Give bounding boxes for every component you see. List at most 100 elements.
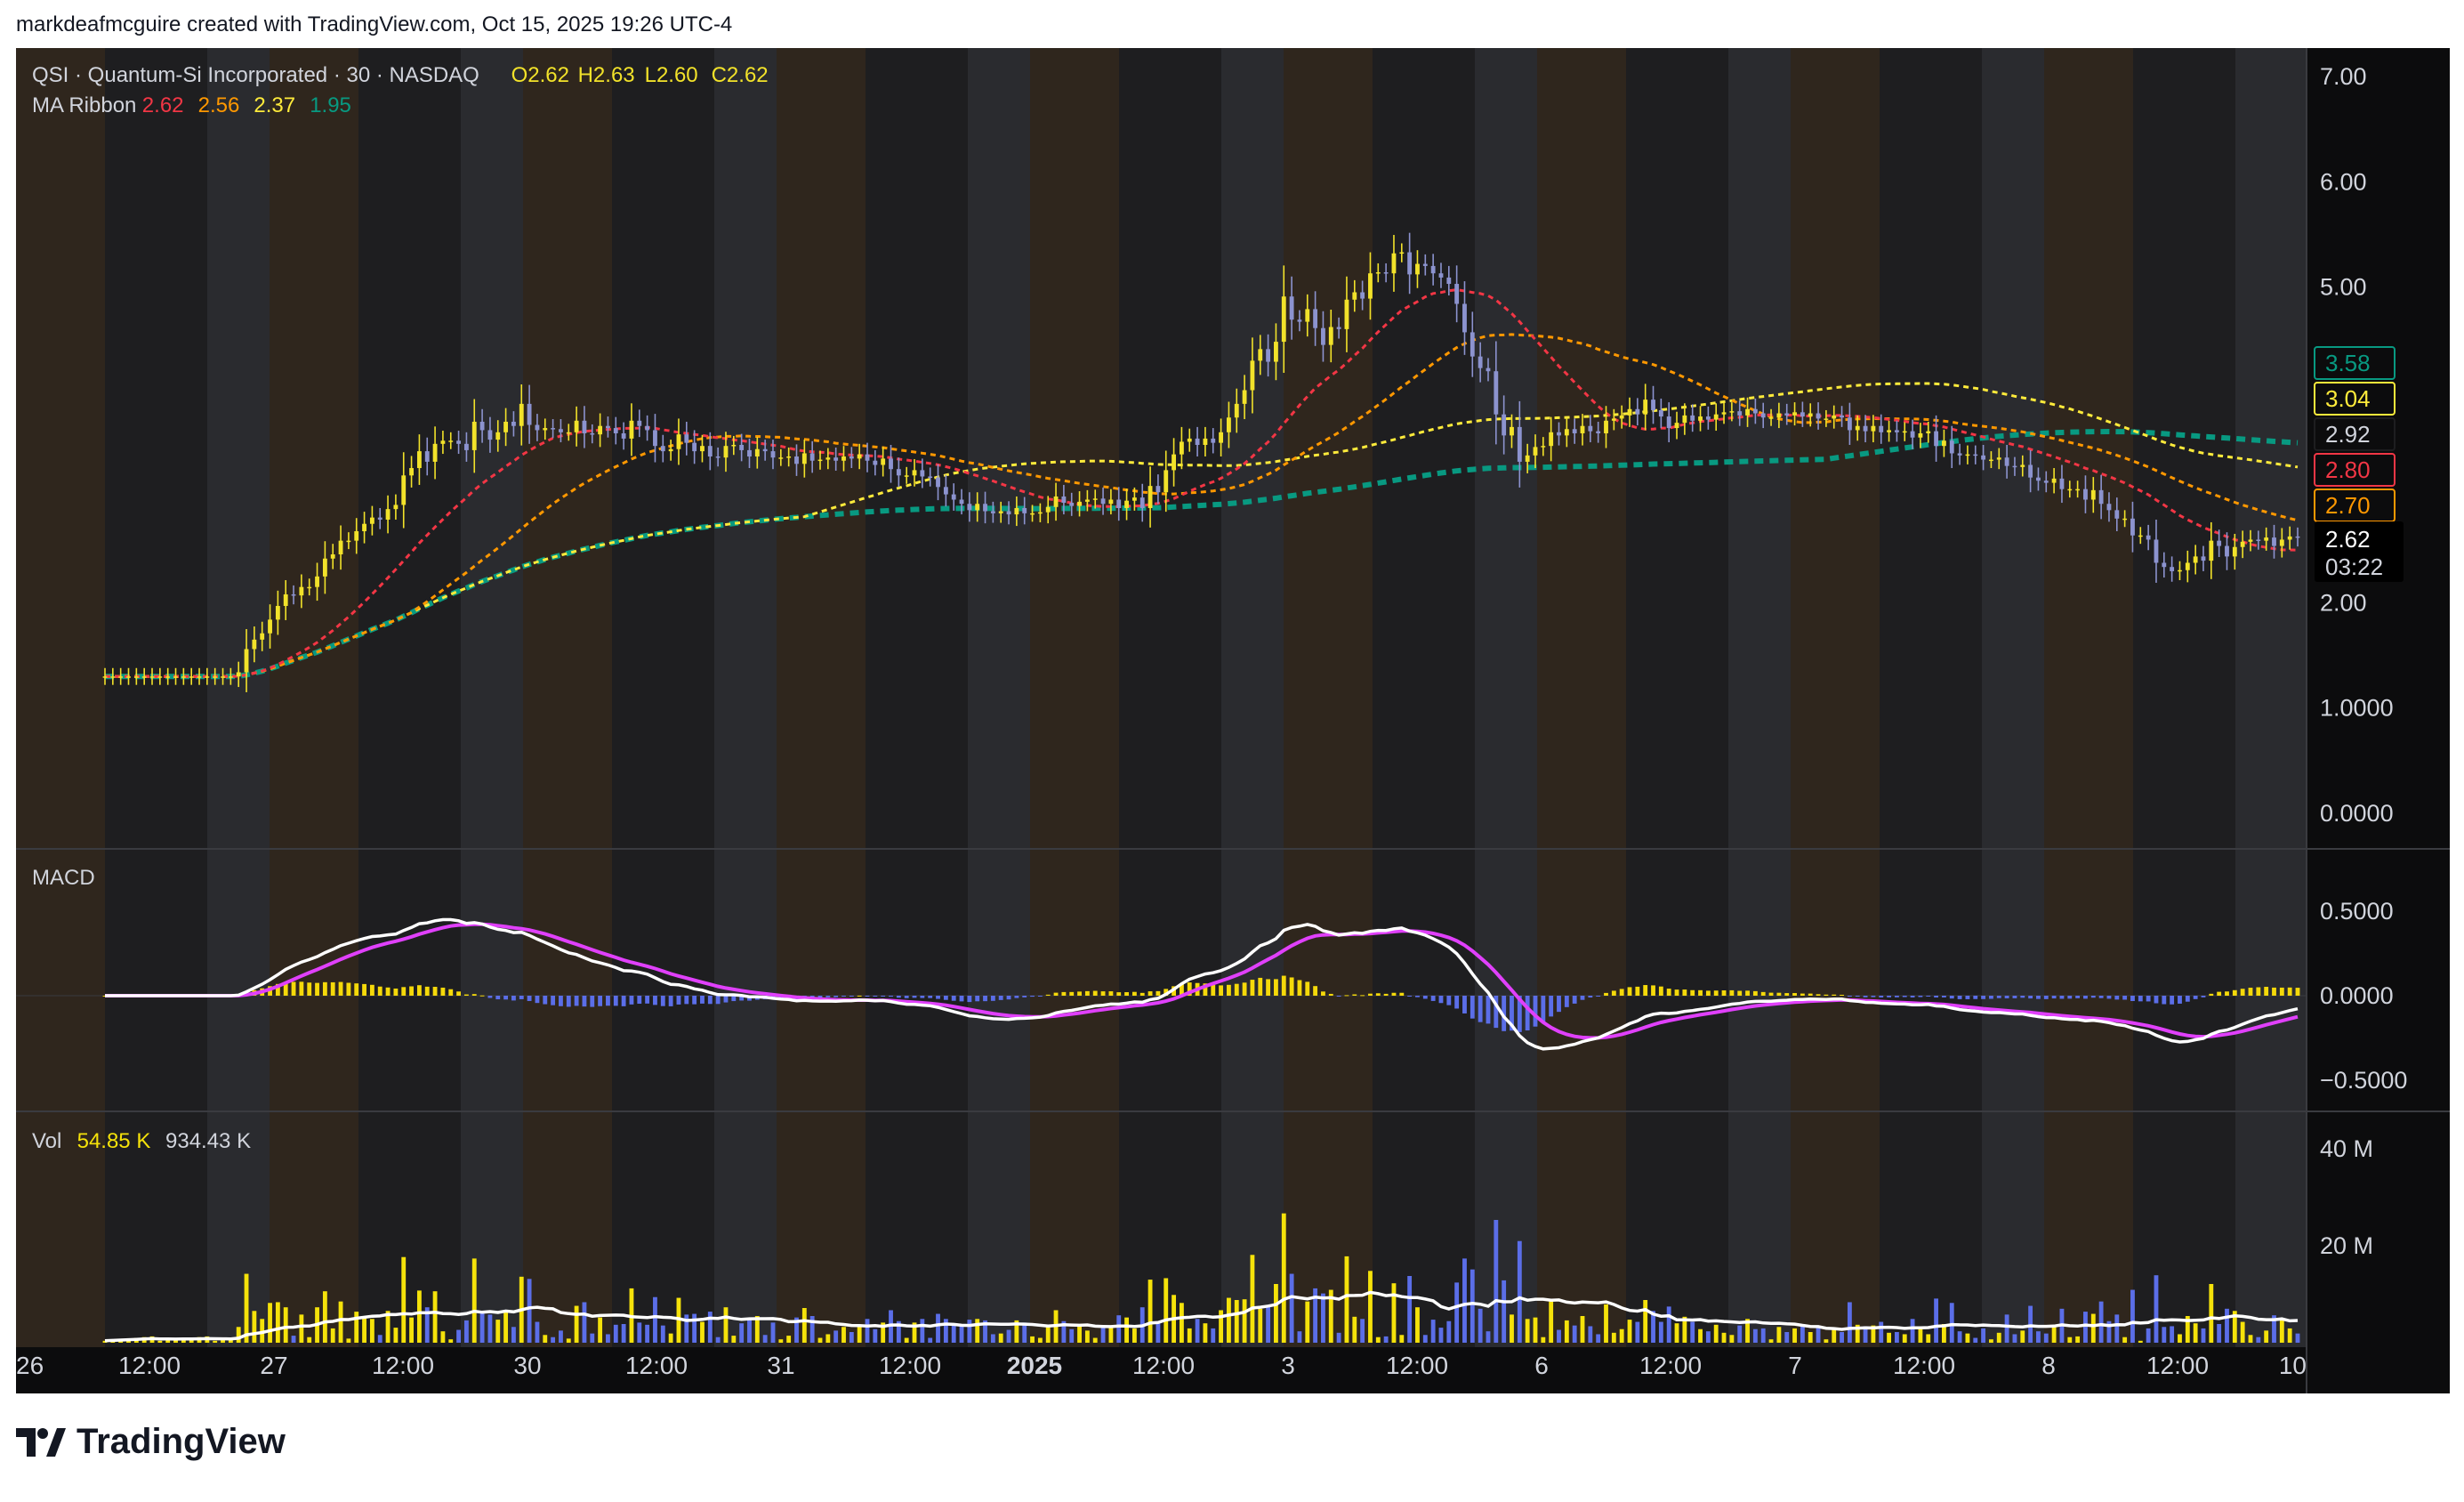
volume-bar: [1266, 1304, 1271, 1343]
macd-histogram-bar: [1368, 993, 1373, 996]
volume-bar: [1328, 1289, 1333, 1343]
candle-body: [1415, 263, 1420, 275]
candle-body: [1784, 413, 1790, 416]
macd-histogram-bar: [2178, 996, 2182, 1004]
candle-body: [1651, 400, 1655, 410]
macd-histogram-bar: [2098, 996, 2104, 998]
macd-histogram-bar: [2248, 988, 2253, 996]
price-axis-badge: [2314, 417, 2396, 451]
candle-body: [2036, 477, 2041, 481]
macd-histogram-bar: [1462, 996, 1467, 1013]
candle-body: [983, 504, 987, 512]
chart-frame[interactable]: 7.006.005.004.003.002.001.00000.00000.50…: [16, 48, 2450, 1393]
volume-bar: [527, 1279, 532, 1343]
volume-bar: [221, 1340, 225, 1343]
candle-body: [157, 676, 163, 678]
price-axis-badge: [2314, 346, 2396, 380]
volume-bar: [1108, 1328, 1114, 1343]
volume-bar: [535, 1321, 540, 1343]
macd-histogram-bar: [1635, 986, 1640, 996]
chart-canvas[interactable]: 7.006.005.004.003.002.001.00000.00000.50…: [16, 48, 2450, 1393]
candle-body: [574, 420, 579, 432]
volume-bar: [2043, 1333, 2049, 1343]
volume-bar: [731, 1336, 737, 1343]
macd-histogram-bar: [2114, 996, 2120, 1000]
candle-body: [205, 676, 210, 678]
macd-histogram-bar: [1619, 989, 1624, 996]
candle-body: [786, 456, 792, 458]
candle-body: [1360, 292, 1365, 299]
session-band: [1475, 48, 1537, 1347]
volume-bar: [275, 1302, 280, 1343]
candle-body: [1124, 500, 1129, 508]
volume-bar: [574, 1305, 579, 1343]
macd-histogram-bar: [613, 996, 618, 1006]
volume-bar: [409, 1317, 414, 1343]
volume-bar: [2209, 1284, 2214, 1343]
volume-bar: [1690, 1321, 1695, 1343]
volume-bar: [463, 1320, 469, 1343]
candle-body: [110, 676, 116, 678]
candle-body: [503, 421, 509, 432]
volume-bar: [1832, 1329, 1837, 1343]
candle-body: [479, 421, 485, 431]
session-band: [1626, 48, 1728, 1347]
time-axis-label: 12:00: [372, 1352, 434, 1379]
candle-body: [1768, 417, 1774, 419]
volume-axis-tick: 20 M: [2320, 1232, 2373, 1259]
volume-bar: [1784, 1332, 1790, 1343]
macd-histogram-bar: [2130, 996, 2135, 1001]
session-band: [1791, 48, 1880, 1347]
volume-bar: [1541, 1336, 1546, 1343]
macd-histogram-bar: [1855, 996, 1860, 997]
candle-body: [268, 619, 272, 634]
volume-bar: [173, 1339, 178, 1343]
volume-bar: [715, 1336, 721, 1343]
candle-body: [801, 453, 807, 464]
candle-body: [236, 672, 241, 677]
session-band: [714, 48, 777, 1347]
candle-body: [2193, 556, 2198, 563]
macd-histogram-bar: [959, 996, 964, 1002]
candle-body: [1965, 454, 1970, 456]
macd-histogram-bar: [1045, 994, 1051, 996]
candle-body: [2098, 489, 2104, 505]
macd-histogram-bar: [275, 983, 280, 996]
volume-bar: [543, 1335, 548, 1343]
legend-ma-ribbon-value: 1.95: [310, 93, 351, 117]
legend-macd-title: MACD: [32, 866, 95, 890]
macd-histogram-bar: [1549, 996, 1554, 1017]
volume-bar: [268, 1303, 272, 1343]
candle-body: [959, 499, 964, 505]
macd-histogram-bar: [1996, 996, 2001, 998]
candle-body: [912, 470, 917, 476]
candle-body: [149, 676, 155, 678]
candle-body: [1494, 371, 1499, 415]
candle-body: [244, 649, 249, 673]
candle-body: [684, 434, 689, 443]
macd-histogram-bar: [471, 994, 477, 996]
macd-histogram-bar: [2279, 987, 2284, 996]
volume-bar: [1752, 1328, 1758, 1343]
candle-body: [778, 457, 784, 459]
macd-histogram-bar: [1313, 986, 1318, 996]
macd-histogram-bar: [660, 996, 665, 1006]
volume-bar: [1297, 1331, 1302, 1343]
volume-bar: [1037, 1337, 1043, 1343]
candle-body: [1383, 272, 1389, 274]
macd-histogram-bar: [645, 996, 650, 1004]
macd-histogram-bar: [1179, 983, 1184, 996]
volume-bar: [1116, 1315, 1122, 1343]
macd-histogram-bar: [1108, 991, 1114, 996]
candle-body: [1108, 499, 1114, 505]
macd-histogram-bar: [283, 981, 288, 996]
candle-body: [495, 432, 501, 440]
price-axis-tick: 2.00: [2320, 589, 2367, 616]
volume-bar: [102, 1340, 108, 1343]
candle-body: [1211, 438, 1216, 443]
volume-bar: [283, 1307, 288, 1343]
macd-histogram-bar: [2162, 996, 2167, 1005]
volume-bar: [1219, 1310, 1224, 1343]
candle-body: [252, 639, 257, 650]
volume-bar: [165, 1340, 171, 1343]
